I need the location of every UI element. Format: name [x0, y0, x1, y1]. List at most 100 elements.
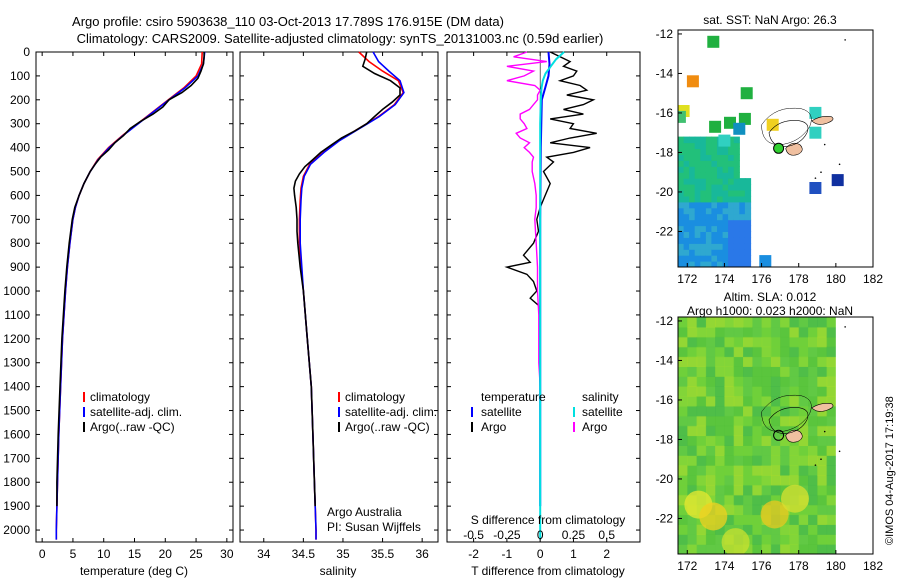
sla-cell: [752, 455, 763, 466]
sla-cell: [780, 366, 790, 377]
legend-label-satellite: satellite-adj. clim.: [345, 405, 437, 419]
sla-cell: [678, 425, 688, 437]
sla-cell: [808, 504, 818, 516]
contour-200m: [768, 407, 809, 435]
sla-cell: [817, 445, 828, 456]
sst-cell: [689, 166, 696, 173]
sla-cell: [724, 326, 735, 338]
sst-cell: [705, 154, 713, 161]
sla-cell: [687, 396, 698, 407]
sla-cell: [798, 356, 809, 367]
sla-cell: [798, 346, 809, 358]
sst-cell: [728, 219, 735, 227]
sla-cell: [696, 317, 707, 328]
sla-cell: [808, 445, 818, 456]
sla-cell: [696, 326, 707, 338]
sla-cell: [808, 317, 818, 328]
sst-cell: [700, 142, 707, 150]
x-tick-label: 36: [415, 547, 429, 561]
sst-cell: [722, 148, 729, 155]
sla-cell: [826, 455, 837, 466]
sst-cell: [728, 225, 735, 232]
sla-cell: [715, 317, 725, 328]
sla-cell: [705, 435, 716, 446]
sst-cell: [739, 237, 746, 244]
sla-cell: [687, 435, 698, 446]
sla-cell: [705, 425, 716, 437]
sst-cell: [700, 172, 707, 179]
sla-cell: [696, 544, 707, 554]
sla-cell: [752, 504, 763, 516]
sst-cell: [678, 201, 685, 209]
sla-cell: [817, 484, 828, 496]
salinity-x-ticks: 34 34.5 35 35.5 36: [257, 52, 429, 561]
sla-cell: [761, 475, 772, 486]
sla-cell: [724, 455, 735, 466]
sla-cell: [715, 544, 725, 554]
sla-cell: [770, 475, 781, 486]
legend-label-s-argo: Argo: [582, 420, 608, 434]
sla-cell: [743, 484, 753, 496]
sst-cell: [683, 160, 690, 167]
sla-cell: [743, 376, 753, 387]
sst-cell: [700, 219, 707, 227]
sla-cell: [724, 494, 735, 506]
sla-cell: [724, 405, 735, 417]
sst-cell: [683, 225, 690, 232]
sst-cell: [711, 172, 718, 179]
islet: [814, 177, 817, 179]
sla-cell: [808, 544, 818, 554]
sst-cell: [678, 178, 685, 185]
sst-cell: [744, 237, 752, 244]
sst-cell: [733, 142, 740, 150]
sla-cell: [826, 524, 837, 535]
sla-cell: [743, 494, 753, 506]
sla-cell: [715, 386, 725, 397]
sst-cell: [728, 195, 735, 203]
sla-cell: [761, 405, 772, 417]
legend-title-temperature: temperature: [481, 390, 546, 404]
sla-cell: [678, 376, 688, 387]
sst-cell: [683, 219, 690, 227]
sst-cell: [722, 249, 729, 256]
sla-cell: [789, 336, 800, 348]
sla-cell: [743, 336, 753, 348]
sla-cell: [705, 484, 716, 496]
sla-cell: [678, 534, 688, 545]
sla-cell: [808, 326, 818, 338]
sla-cell: [743, 465, 753, 476]
sla-cell: [826, 336, 837, 348]
sla-cell: [798, 524, 809, 535]
sst-cell: [722, 195, 729, 203]
map-x-tick-label: 174: [714, 559, 734, 573]
sla-cell: [752, 356, 763, 367]
series-line-argo-raw-qc-: [293, 51, 401, 507]
sla-cell: [770, 326, 781, 338]
sst-cell: [733, 201, 740, 209]
sst-cell: [700, 166, 707, 173]
sla-cell: [696, 336, 707, 348]
sla-cell: [770, 435, 781, 446]
sla-cell: [826, 415, 837, 427]
sst-cell: [689, 213, 696, 221]
sla-cell: [724, 475, 735, 486]
sst-cell: [722, 207, 729, 215]
sst-cell: [678, 237, 685, 244]
x-tick-label: 10: [97, 547, 111, 561]
sla-cell: [687, 524, 698, 535]
sst-cell: [683, 148, 690, 155]
sla-cell: [687, 484, 698, 496]
sla-cell: [705, 465, 716, 476]
sla-cell: [743, 435, 753, 446]
sst-cell: [733, 231, 740, 238]
sst-cell: [689, 225, 696, 232]
sla-cell: [817, 386, 828, 397]
sst-cell: [700, 255, 707, 262]
sst-cell: [705, 172, 713, 179]
sla-cell: [715, 455, 725, 466]
sla-cell: [826, 396, 837, 407]
island-viti-levu: [785, 429, 803, 443]
island-vanua-levu: [811, 403, 834, 412]
sla-cell: [826, 376, 837, 387]
sst-cell: [694, 160, 701, 167]
